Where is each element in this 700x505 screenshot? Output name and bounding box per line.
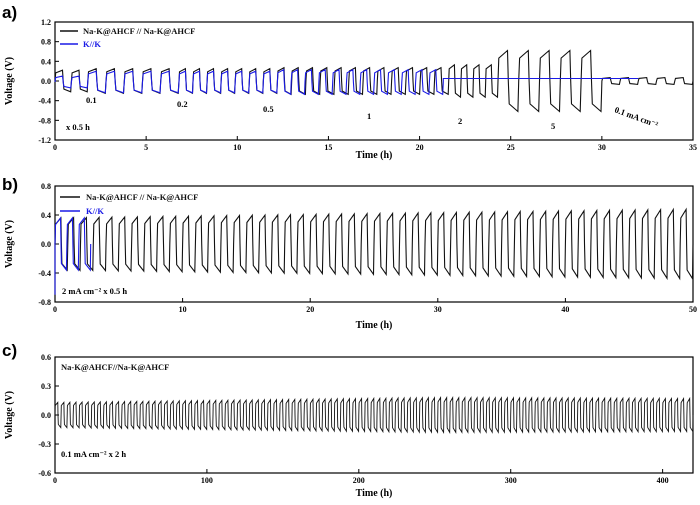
series-na-k-ahcf-long-cycle: [55, 398, 693, 433]
x-tick-label: 10: [233, 143, 241, 152]
annot-rate-5: 5: [551, 121, 555, 131]
series-na-k-ahcf-symmetric: [55, 209, 693, 278]
annot-final-rate: 0.1 mA cm⁻²: [613, 104, 660, 129]
y-tick-label: -0.3: [38, 440, 51, 449]
y-tick-label: 0.6: [41, 353, 51, 362]
y-tick-label: 0.8: [41, 182, 51, 191]
y-tick-label: 0.4: [41, 57, 51, 66]
panel-b-y-title: Voltage (V): [4, 220, 15, 268]
y-tick-label: -1.2: [38, 136, 51, 145]
y-tick-label: 0.3: [41, 382, 51, 391]
annot-rate-0-1: 0.1: [86, 95, 97, 105]
panel-a-letter: a): [2, 3, 17, 22]
panel-a-x-title: Time (h): [356, 150, 393, 161]
x-tick-label: 300: [505, 476, 517, 485]
x-tick-label: 50: [689, 305, 697, 314]
panel-c-series: [55, 398, 693, 433]
x-tick-label: 400: [657, 476, 669, 485]
panel-b-series: [55, 209, 693, 294]
annot-rate-1: 1: [367, 111, 371, 121]
legend-label-black: Na-K@AHCF // Na-K@AHCF: [86, 192, 198, 202]
y-tick-label: -0.6: [38, 469, 51, 478]
annot-duration: x 0.5 h: [66, 122, 90, 132]
x-tick-label: 100: [201, 476, 213, 485]
y-tick-label: 0.8: [41, 38, 51, 47]
panel-a-y-title: Voltage (V): [4, 57, 15, 105]
x-tick-label: 0: [53, 143, 57, 152]
panel-b-x-title: Time (h): [356, 320, 393, 331]
x-tick-label: 0: [53, 476, 57, 485]
panel-b-y-ticks: -0.8 -0.4 0.0 0.4 0.8: [38, 182, 59, 307]
x-tick-label: 30: [598, 143, 606, 152]
panel-b: b) -0.8 -0.4 0.0 0.4 0.8 0 10 20 30 40 50 Voltage…: [2, 175, 697, 331]
x-tick-label: 20: [416, 143, 424, 152]
x-tick-label: 5: [144, 143, 148, 152]
panel-a-y-ticks: -1.2 -0.8 -0.4 0.0 0.4 0.8 1.2: [38, 18, 59, 145]
panel-c-letter: c): [2, 341, 17, 360]
x-tick-label: 40: [561, 305, 569, 314]
x-tick-label: 0: [53, 305, 57, 314]
panel-a-series: [55, 51, 693, 112]
panel-b-legend: Na-K@AHCF // Na-K@AHCF K//K: [60, 192, 198, 216]
panel-c-x-title: Time (h): [356, 488, 393, 499]
panel-b-letter: b): [2, 175, 18, 194]
y-tick-label: -0.4: [38, 97, 51, 106]
y-tick-label: 1.2: [41, 18, 51, 27]
y-tick-label: -0.8: [38, 298, 51, 307]
y-tick-label: 0.0: [41, 411, 51, 420]
y-tick-label: 0.0: [41, 77, 51, 86]
panel-b-x-ticks: 0 10 20 30 40 50: [53, 298, 697, 314]
panel-b-condition: 2 mA cm⁻² x 0.5 h: [62, 286, 127, 296]
annot-rate-0-2: 0.2: [177, 99, 188, 109]
y-tick-label: 0.4: [41, 211, 51, 220]
x-tick-label: 200: [353, 476, 365, 485]
annot-rate-0-5: 0.5: [263, 104, 274, 114]
series-k-k-symmetric: [55, 218, 91, 295]
x-tick-label: 25: [507, 143, 515, 152]
legend-label-blue: K//K: [86, 206, 104, 216]
legend-label-blue: K//K: [83, 39, 101, 49]
x-tick-label: 20: [306, 305, 314, 314]
panel-c-y-title: Voltage (V): [4, 391, 15, 439]
panel-a-legend: Na-K@AHCF // Na-K@AHCF K//K: [60, 26, 195, 49]
y-tick-label: -0.8: [38, 116, 51, 125]
y-tick-label: 0.0: [41, 240, 51, 249]
panel-c-legend-label: Na-K@AHCF//Na-K@AHCF: [61, 362, 169, 372]
x-tick-label: 30: [434, 305, 442, 314]
panel-c-x-ticks: 0 100 200 300 400: [53, 469, 669, 485]
panel-c-y-ticks: -0.6 -0.3 0.0 0.3 0.6: [38, 353, 59, 478]
x-tick-label: 35: [689, 143, 697, 152]
legend-label-black: Na-K@AHCF // Na-K@AHCF: [83, 26, 195, 36]
panel-c: c) -0.6 -0.3 0.0 0.3 0.6 0 100 200 300 400 Volta…: [2, 341, 693, 499]
annot-rate-2: 2: [458, 116, 462, 126]
x-tick-label: 15: [324, 143, 332, 152]
y-tick-label: -0.4: [38, 269, 51, 278]
panel-a: a) -1.2-0.8-0.40.00.40.81.2 0 5 10 15 20 25 30…: [2, 3, 697, 161]
x-tick-label: 10: [179, 305, 187, 314]
panel-c-condition: 0.1 mA cm⁻² x 2 h: [61, 449, 126, 459]
